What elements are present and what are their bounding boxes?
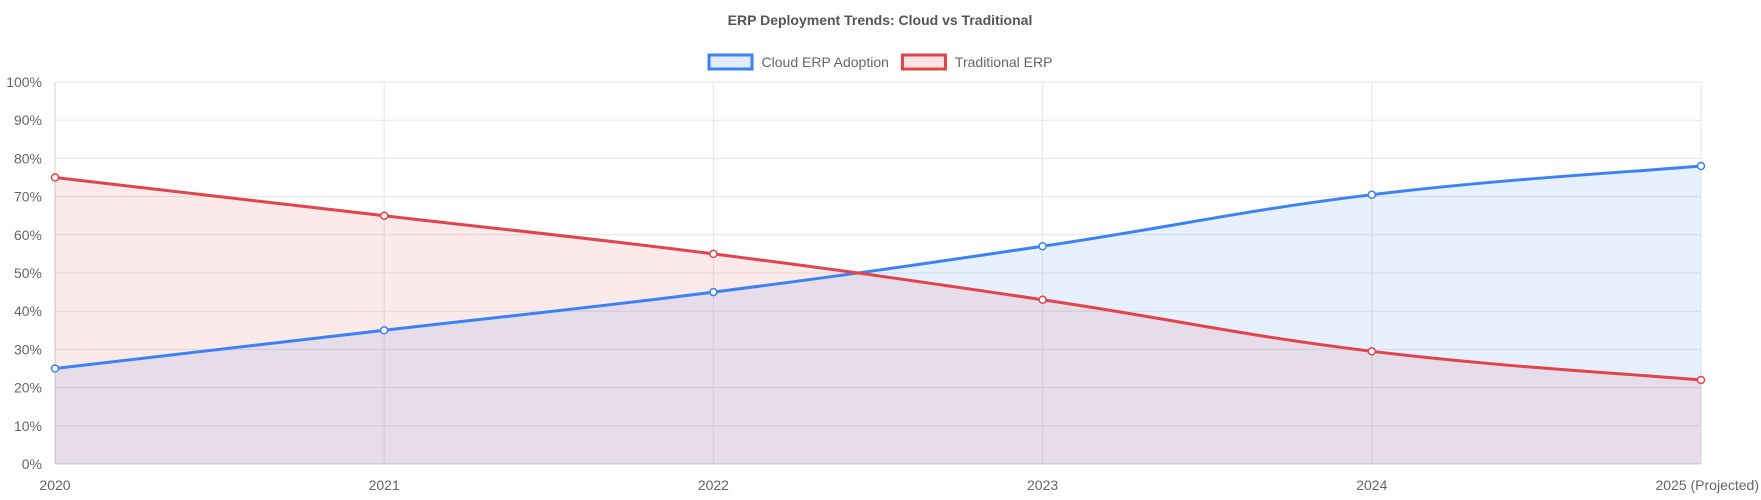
y-tick-label: 50% bbox=[14, 265, 42, 281]
x-axis-ticks: 2020 2021 2022 2023 2024 2025 (Projected) bbox=[39, 477, 1759, 493]
x-tick-label: 2024 bbox=[1356, 477, 1387, 493]
data-point-cloud-erp-adoption-2020[interactable] bbox=[50, 364, 60, 373]
data-point-cloud-erp-adoption-2022[interactable] bbox=[709, 287, 718, 297]
data-point-cloud-erp-adoption-2024[interactable] bbox=[1367, 190, 1377, 199]
data-point-traditional-erp-2025-Projected-[interactable] bbox=[1696, 375, 1706, 385]
legend: Cloud ERP Adoption Traditional ERP bbox=[707, 53, 1053, 71]
grid bbox=[54, 81, 1702, 465]
y-tick-label: 90% bbox=[14, 112, 42, 128]
data-point-traditional-erp-2020[interactable] bbox=[50, 173, 60, 182]
y-tick-label: 0% bbox=[22, 456, 42, 472]
legend-item-traditional-erp[interactable]: Traditional ERP bbox=[900, 53, 1053, 71]
series-area-cloud-erp-adoption bbox=[55, 166, 1701, 465]
y-tick-label: 40% bbox=[14, 303, 42, 319]
legend-label: Traditional ERP bbox=[955, 54, 1053, 70]
y-tick-label: 60% bbox=[14, 227, 42, 243]
x-tick-label: 2021 bbox=[369, 477, 400, 493]
data-point-traditional-erp-2022[interactable] bbox=[709, 249, 718, 259]
y-tick-label: 20% bbox=[14, 380, 42, 396]
x-tick-label: 2025 (Projected) bbox=[1655, 477, 1759, 493]
legend-label: Cloud ERP Adoption bbox=[762, 54, 889, 70]
y-tick-label: 70% bbox=[14, 189, 42, 205]
data-point-traditional-erp-2021[interactable] bbox=[379, 211, 389, 220]
data-point-traditional-erp-2023[interactable] bbox=[1038, 295, 1047, 304]
y-tick-label: 30% bbox=[14, 341, 42, 357]
x-tick-label: 2020 bbox=[39, 477, 70, 493]
data-point-traditional-erp-2024[interactable] bbox=[1367, 347, 1377, 356]
series-lines bbox=[54, 164, 1702, 382]
y-tick-label: 10% bbox=[14, 418, 42, 434]
series-area-traditional-erp bbox=[55, 177, 1701, 464]
data-point-cloud-erp-adoption-2025-Projected-[interactable] bbox=[1696, 161, 1706, 171]
data-point-cloud-erp-adoption-2023[interactable] bbox=[1038, 242, 1047, 251]
x-tick-label: 2023 bbox=[1027, 477, 1058, 493]
series-points bbox=[50, 161, 1706, 385]
series-line-cloud-erp-adoption bbox=[54, 164, 1702, 370]
chart-title: ERP Deployment Trends: Cloud vs Traditio… bbox=[728, 12, 1033, 28]
series-areas bbox=[55, 166, 1701, 465]
y-tick-label: 80% bbox=[14, 150, 42, 166]
data-point-cloud-erp-adoption-2021[interactable] bbox=[379, 326, 389, 335]
y-tick-label: 100% bbox=[6, 74, 42, 90]
x-tick-label: 2022 bbox=[698, 477, 729, 493]
legend-item-cloud-erp-adoption[interactable]: Cloud ERP Adoption bbox=[707, 53, 889, 71]
series-line-traditional-erp bbox=[54, 176, 1702, 382]
legend-swatch-traditional-erp bbox=[900, 53, 947, 71]
y-axis-ticks: 0% 10% 20% 30% 40% 50% 60% 70% 80% 90% 100% bbox=[6, 74, 42, 472]
legend-swatch-cloud-erp-adoption bbox=[707, 53, 754, 71]
